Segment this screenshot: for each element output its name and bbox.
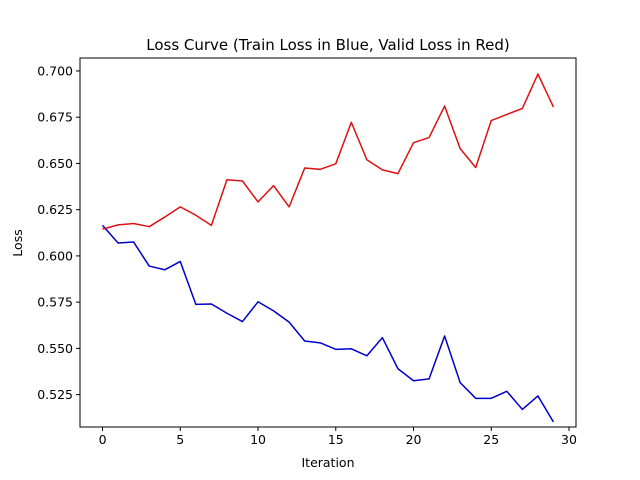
y-tick-label: 0.700 <box>37 63 73 78</box>
x-tick-label: 25 <box>483 432 499 447</box>
y-tick-label: 0.550 <box>37 341 73 356</box>
x-tick-label: 15 <box>328 432 344 447</box>
y-tick-label: 0.600 <box>37 248 73 263</box>
y-axis-ticks: 0.525 0.550 0.575 0.600 0.625 0.650 0.675 0.700 <box>37 63 80 402</box>
x-tick-label: 10 <box>250 432 266 447</box>
x-tick-label: 20 <box>406 432 422 447</box>
x-tick-label: 5 <box>176 432 184 447</box>
valid-loss-line <box>102 73 555 230</box>
y-tick-label: 0.675 <box>37 110 73 125</box>
x-tick-label: 0 <box>99 432 107 447</box>
y-tick-label: 0.650 <box>37 156 73 171</box>
y-axis-label: Loss <box>10 229 25 256</box>
train-loss-line <box>101 224 555 423</box>
y-tick-label: 0.625 <box>37 202 73 217</box>
x-tick-label: 30 <box>561 432 577 447</box>
series-layer <box>101 73 555 423</box>
x-axis-label: Iteration <box>301 455 354 470</box>
chart-title: Loss Curve (Train Loss in Blue, Valid Lo… <box>146 36 510 54</box>
x-axis-ticks: 0 5 10 15 20 25 30 <box>99 427 577 447</box>
plot-area-frame <box>79 57 577 428</box>
y-tick-label: 0.575 <box>37 295 73 310</box>
y-tick-label: 0.525 <box>37 387 73 402</box>
